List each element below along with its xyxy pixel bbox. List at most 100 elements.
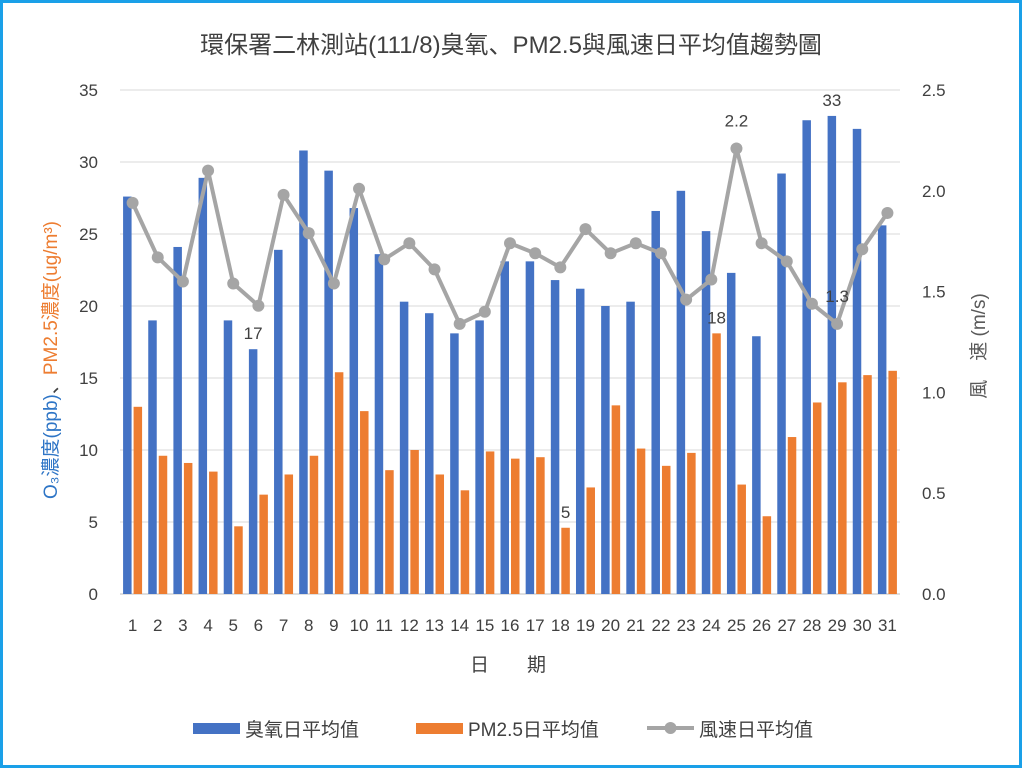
pm25-bar [385,470,394,594]
wind-speed-point [755,237,768,250]
o3-bar [198,177,208,594]
wind-speed-point [227,277,240,290]
wind-speed-point [176,275,189,288]
data-label: 33 [822,91,841,110]
wind-speed-point [856,243,869,256]
x-tick-label: 23 [677,616,696,635]
wind-speed-line [130,146,890,326]
legend-item: 臭氧日平均值 [193,719,359,741]
pm25-bar [787,437,797,594]
x-tick-label: 19 [576,616,595,635]
y-left-tick-label: 10 [79,441,98,460]
pm25-bar [812,402,822,594]
o3-bar [223,320,233,594]
pm25-bar [183,462,193,594]
y-left-tick-label: 0 [89,585,98,604]
wind-speed-point [327,277,340,290]
pm25-bar [435,474,445,594]
pm25-bar [561,527,570,594]
x-tick-label: 22 [652,616,671,635]
y-left-tick-label: 35 [79,81,98,100]
x-tick-label: 28 [802,616,821,635]
y-left-tick-label: 20 [79,297,98,316]
x-tick-label: 31 [878,616,897,635]
o3-bar [777,173,786,594]
wind-speed-point [529,247,542,260]
y-right-tick-label: 2.0 [922,182,946,201]
pm25-bar [636,448,646,594]
legend: 臭氧日平均值 PM2.5日平均值 風速日平均值 [193,719,813,741]
pm25-bar [611,405,621,594]
wind-speed-point [780,255,793,268]
o3-bar [123,196,132,594]
pm25-bar [133,406,143,594]
x-tick-label: 5 [228,616,237,635]
bar-series [123,115,897,595]
chart-svg: 環保署二林測站(111/8)臭氧、PM2.5與風速日平均值趨勢圖 0510152… [40,32,990,741]
y-left-tick-label: 5 [89,513,98,532]
x-tick-label: 3 [178,616,187,635]
x-tick-label: 27 [777,616,796,635]
x-tick-label: 15 [475,616,494,635]
line-series [126,142,894,330]
wind-speed-point [680,293,693,306]
svg-text:O₃濃度(ppb)、PM2.5濃度(ug/m³): O₃濃度(ppb)、PM2.5濃度(ug/m³) [40,221,62,499]
pm25-bar [737,484,746,594]
pm25-bar [838,382,847,594]
x-tick-label: 8 [304,616,313,635]
wind-speed-point [730,142,743,155]
data-label: 5 [561,503,570,522]
x-tick-label: 4 [203,616,212,635]
x-tick-label: 11 [375,616,393,635]
y-right-tick-label: 2.5 [922,81,946,100]
pm25-bar [586,487,595,594]
x-tick-label: 16 [501,616,520,635]
pm25-bar [360,411,369,594]
y-left-axis-title: O₃濃度(ppb)、PM2.5濃度(ug/m³) [40,221,62,499]
o3-bar [575,288,585,594]
o3-bar [601,306,610,594]
legend-label: PM2.5日平均值 [468,719,599,741]
y-right-tick-label: 1.0 [922,383,946,402]
wind-speed-point [453,317,466,330]
o3-bar [726,272,736,594]
legend-label: 風速日平均值 [699,719,813,741]
o3-bar [701,231,711,594]
o3-bar [626,301,635,594]
x-tick-label: 12 [400,616,419,635]
pm25-bar [762,516,772,594]
o3-bar [173,246,182,594]
data-labels: 17 33 5 18 2.2 1.3 [244,91,849,522]
x-tick-label: 24 [702,616,721,635]
o3-bar [852,128,862,594]
pm25-bar [687,452,696,594]
o3-bar [374,254,384,594]
pm25-bar [158,455,168,594]
wind-speed-point [151,251,164,264]
pm25-bar [661,465,671,594]
y-right-axis-title: 風 速 (m/s) [968,293,990,399]
y-left-tick-label: 25 [79,225,98,244]
data-label: 17 [244,324,263,343]
wind-speed-point [126,196,139,209]
legend-swatch-pm25 [416,723,463,734]
wind-speed-point [252,299,265,312]
x-tick-label: 29 [828,616,847,635]
legend-label: 臭氧日平均值 [245,719,359,741]
o3-bar [148,320,157,594]
o3-bar [525,261,535,594]
x-tick-label: 18 [551,616,570,635]
wind-speed-point [378,253,391,266]
x-tick-label: 13 [425,616,444,635]
x-tick-label: 21 [626,616,645,635]
x-tick-label: 7 [279,616,288,635]
wind-speed-point [504,237,516,250]
x-axis-title: 日 期 [470,654,546,676]
o3-bar [475,320,484,594]
pm25-bar [234,526,243,594]
y-right-tick-label: 0.5 [922,484,946,503]
wind-speed-point [428,263,441,276]
data-label: 2.2 [725,111,749,130]
o3-bar [802,120,811,595]
